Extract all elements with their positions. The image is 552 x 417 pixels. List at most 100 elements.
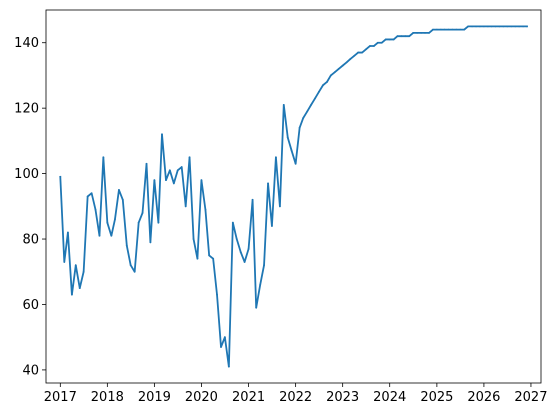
data-point xyxy=(318,90,320,93)
data-point xyxy=(310,103,312,106)
data-point xyxy=(514,25,517,28)
data-point xyxy=(494,25,497,28)
data-point xyxy=(204,208,207,211)
y-axis: 40 60 80 100 120 140 xyxy=(14,36,46,378)
data-point xyxy=(424,32,426,34)
data-point xyxy=(353,54,356,57)
data-point xyxy=(357,51,360,54)
data-point xyxy=(239,251,242,254)
data-point xyxy=(384,38,387,41)
data-point xyxy=(279,205,281,208)
series-line xyxy=(59,25,528,368)
data-point xyxy=(267,182,269,185)
data-point xyxy=(365,48,367,51)
data-point xyxy=(435,28,438,31)
data-point xyxy=(498,25,501,28)
x-tick-label: 2027 xyxy=(514,390,547,405)
data-point xyxy=(380,41,383,44)
data-point xyxy=(475,25,477,28)
data-point xyxy=(188,156,191,159)
data-point xyxy=(168,169,171,172)
data-point xyxy=(400,35,403,38)
data-point xyxy=(161,133,163,136)
x-tick-label: 2026 xyxy=(467,390,500,405)
x-tick-label: 2019 xyxy=(138,390,171,405)
data-point xyxy=(302,117,305,119)
data-point xyxy=(114,218,116,221)
data-point xyxy=(200,179,203,182)
data-point xyxy=(275,156,277,159)
data-point xyxy=(408,35,411,38)
x-tick-label: 2020 xyxy=(185,390,218,405)
data-point xyxy=(455,28,458,31)
data-point xyxy=(376,41,379,44)
data-point xyxy=(121,198,124,201)
data-point xyxy=(326,81,328,83)
data-point xyxy=(329,74,332,77)
y-tick-label: 120 xyxy=(14,102,39,117)
data-point xyxy=(125,244,128,247)
data-point xyxy=(110,234,113,237)
data-point xyxy=(439,28,442,31)
data-point xyxy=(502,25,505,28)
data-point xyxy=(216,293,218,296)
data-point xyxy=(63,261,66,263)
data-point xyxy=(506,25,509,28)
data-point xyxy=(349,58,352,60)
data-point xyxy=(145,162,148,165)
data-point xyxy=(192,238,195,240)
data-point xyxy=(157,221,160,224)
data-point xyxy=(129,264,132,267)
data-point xyxy=(314,97,316,100)
data-point xyxy=(416,32,419,34)
x-tick-label: 2017 xyxy=(44,390,77,405)
data-point xyxy=(137,221,140,224)
data-point xyxy=(59,175,62,178)
data-point xyxy=(361,51,364,54)
y-tick-label: 40 xyxy=(22,363,39,378)
data-point xyxy=(208,254,211,257)
data-point xyxy=(471,25,473,28)
data-point xyxy=(196,257,199,260)
data-point xyxy=(220,346,222,348)
data-point xyxy=(118,189,120,191)
data-point xyxy=(231,221,234,224)
x-tick-label: 2022 xyxy=(279,390,312,405)
data-point xyxy=(184,205,187,208)
data-point xyxy=(247,247,250,250)
data-point xyxy=(404,35,407,38)
data-point xyxy=(82,270,85,273)
data-point xyxy=(428,32,430,34)
data-point xyxy=(526,25,528,28)
data-point xyxy=(165,179,167,182)
data-point xyxy=(67,231,69,234)
data-point xyxy=(373,45,375,47)
data-point xyxy=(388,38,391,41)
data-point xyxy=(451,28,454,31)
data-point xyxy=(98,234,101,237)
data-point xyxy=(78,287,81,290)
data-point xyxy=(322,84,324,87)
x-tick-label: 2025 xyxy=(420,390,453,405)
x-tick-label: 2024 xyxy=(373,390,406,405)
data-point xyxy=(337,67,340,70)
data-point xyxy=(510,25,513,28)
data-point xyxy=(133,270,136,273)
data-point xyxy=(341,64,344,67)
data-point xyxy=(483,25,485,28)
x-tick-label: 2018 xyxy=(91,390,124,405)
data-point xyxy=(306,110,309,113)
data-point xyxy=(286,136,289,139)
series-layer xyxy=(59,25,528,368)
data-point xyxy=(479,25,481,28)
data-point xyxy=(271,225,273,227)
data-point xyxy=(235,238,238,240)
y-tick-label: 80 xyxy=(22,233,39,248)
x-tick-label: 2023 xyxy=(326,390,359,405)
data-point xyxy=(94,208,97,211)
data-point xyxy=(180,166,183,168)
data-point xyxy=(141,211,144,214)
data-point xyxy=(447,28,450,31)
y-tick-label: 140 xyxy=(14,36,39,51)
data-point xyxy=(490,25,493,28)
